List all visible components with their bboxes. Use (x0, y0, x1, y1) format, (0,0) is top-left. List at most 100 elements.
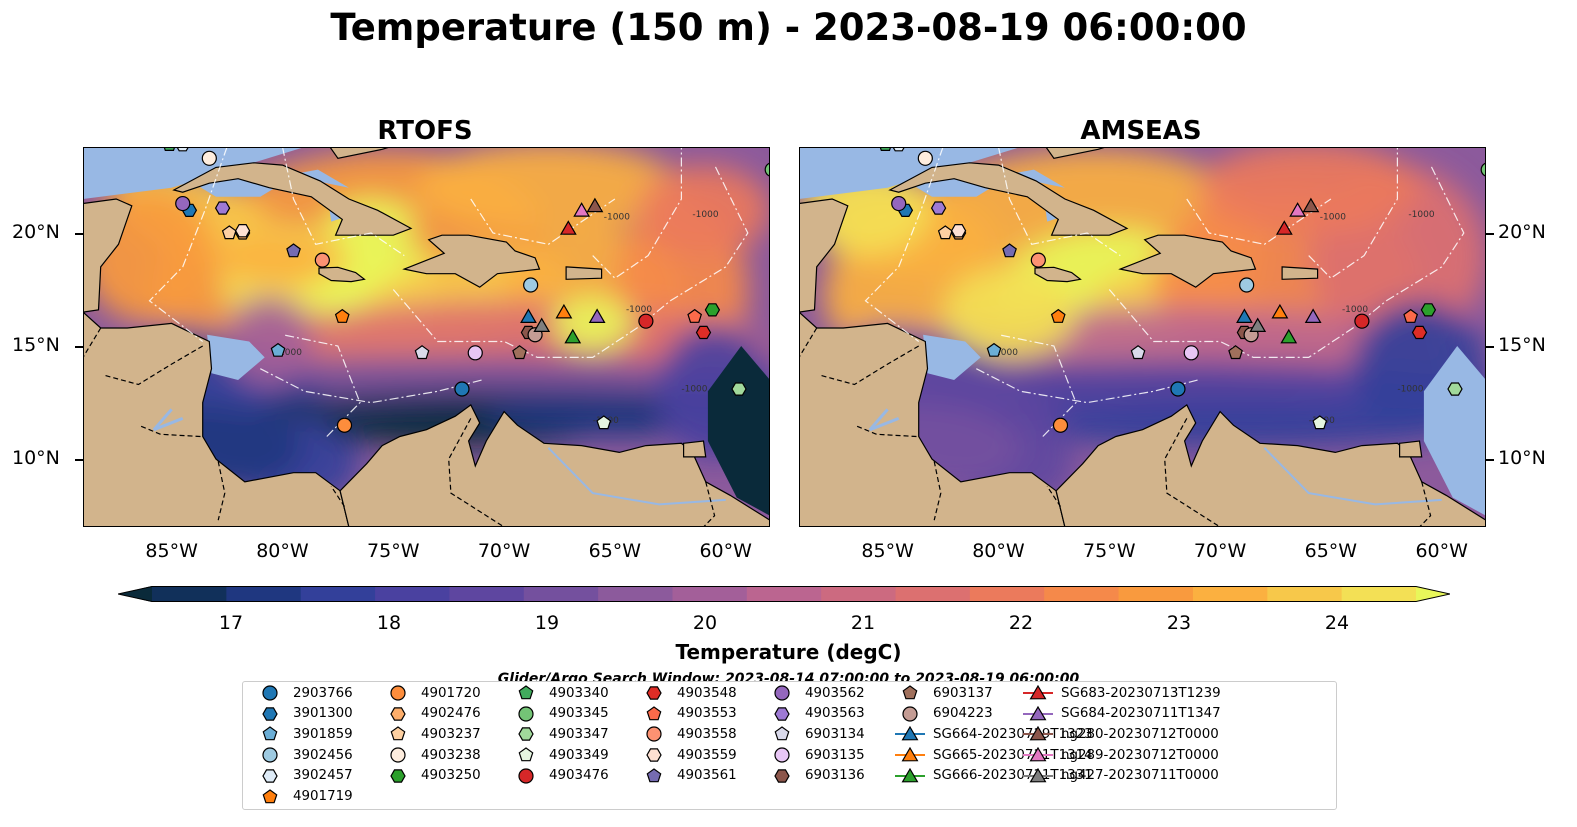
legend-label: 4903561 (677, 768, 737, 784)
markers (879, 147, 1486, 433)
pentagon-marker-icon (262, 788, 278, 803)
legend-label: 4901720 (421, 685, 481, 701)
colorbar-bin (226, 586, 302, 602)
glider-marker-SG683-20230713T1239 (559, 220, 577, 235)
legend-symbol (518, 727, 534, 742)
gulf-ocean (799, 147, 1021, 199)
colorbar-label: Temperature (degC) (675, 640, 902, 664)
hexagon-marker-icon (390, 706, 406, 721)
y-tick-label: 15°N (12, 334, 60, 357)
pentagon-marker-icon (518, 685, 534, 700)
legend-label: 6903137 (933, 685, 993, 701)
legend-symbol (1029, 705, 1047, 721)
legend-symbol (646, 726, 662, 742)
x-tick-label: 70°W (1193, 540, 1247, 562)
map-frame (799, 147, 1486, 527)
circle-marker-icon (262, 685, 278, 701)
colorbar-bin (1044, 586, 1120, 602)
legend-label: ng427-20230711T0000 (1061, 768, 1219, 784)
eez-boundary (1308, 147, 1399, 279)
lake (152, 408, 184, 432)
legend-symbol (262, 726, 278, 741)
legend-label: 6904223 (933, 706, 993, 722)
legend-label: 4903340 (549, 685, 609, 701)
panel-title-amseas: AMSEAS (1080, 116, 1202, 146)
map-panel-rtofs: -1000-1000-1000-1000-1000-1000 (83, 147, 770, 527)
lake (868, 408, 900, 432)
legend-label: 4903558 (677, 726, 737, 742)
obs-marker-6903134 (1130, 345, 1146, 360)
hexagon-marker-icon (646, 748, 662, 762)
legend-symbol (1029, 726, 1047, 741)
land-hispaniola (1118, 234, 1257, 288)
land-yucatan (83, 198, 133, 313)
obs-marker-4903558 (1030, 252, 1046, 268)
markers (163, 147, 770, 433)
legend-item: 4903553 (637, 705, 737, 722)
colorbar-extend-low (118, 586, 152, 602)
legend-label: SG683-20230713T1239 (1061, 685, 1221, 701)
obs-marker-4901719 (1050, 308, 1066, 323)
legend-symbol (901, 726, 919, 741)
legend-label: 4901719 (293, 789, 353, 804)
country-border (217, 461, 226, 521)
legend-symbol (262, 685, 278, 701)
shallow-shelf (1009, 169, 1065, 188)
depth-contour-label: -1000 (681, 384, 707, 394)
legend-item: 4903563 (765, 706, 865, 722)
legend-symbol (646, 768, 662, 783)
colorbar-bin (449, 586, 525, 602)
circle-marker-icon (390, 747, 406, 763)
legend-symbol (902, 706, 918, 722)
land-pr (1281, 266, 1319, 280)
obs-marker-4903238 (201, 150, 217, 166)
legend-item: 4903345 (509, 706, 609, 722)
depth-contour-label: -1000 (992, 348, 1018, 358)
legend-symbol (518, 685, 534, 700)
pentagon-marker-icon (902, 685, 918, 700)
depth-contour-label: -1000 (626, 305, 652, 315)
obs-marker-2903766 (454, 381, 470, 397)
obs-marker-4903238 (917, 150, 933, 166)
legend-symbol (390, 706, 406, 721)
legend-symbol (901, 767, 919, 783)
eez-boundary (260, 368, 483, 404)
triangle-marker-icon (1023, 726, 1053, 741)
shallow-shelf (923, 334, 981, 380)
legend-label: 4903237 (421, 726, 481, 742)
legend-item: 4902476 (381, 706, 481, 722)
legend-item: 4903562 (765, 685, 865, 701)
legend-symbol (1029, 684, 1047, 700)
legend-item: SG664-20230719T1323 (893, 726, 1093, 742)
legend-label: 4903559 (677, 747, 737, 763)
x-tick-label: 85°W (861, 540, 914, 562)
legend-label: ng280-20230712T0000 (1061, 726, 1219, 742)
colorbar-tick-label: 17 (218, 612, 244, 634)
obs-marker-4903476 (638, 313, 654, 329)
legend-item: 4903548 (637, 685, 737, 701)
colorbar-tick-label: 24 (1324, 612, 1350, 634)
legend-symbol (774, 685, 790, 701)
land-trinidad (1398, 440, 1423, 458)
legend-symbol (1029, 746, 1047, 762)
country-border (821, 345, 920, 386)
legend-symbol (262, 769, 278, 783)
obs-marker-3901859 (986, 342, 1002, 357)
legend-item: 6903134 (765, 726, 865, 742)
circle-marker-icon (518, 768, 534, 784)
legend-label: SG684-20230711T1347 (1061, 706, 1221, 722)
pentagon-marker-icon (646, 768, 662, 783)
country-border (799, 327, 818, 358)
hexagon-marker-icon (518, 727, 534, 742)
obs-marker-4903559 (950, 223, 967, 238)
gulf-ocean (83, 147, 305, 199)
obs-marker-4903349 (596, 415, 612, 430)
legend-symbol (901, 746, 919, 762)
eez-boundary (281, 147, 405, 257)
land-trinidad (682, 440, 707, 458)
legend-label: 3902456 (293, 747, 353, 763)
x-tick-label: 80°W (256, 540, 309, 562)
legend-symbol (774, 706, 790, 721)
legend-item: SG683-20230713T1239 (1021, 684, 1221, 701)
eez-boundary (470, 198, 616, 245)
